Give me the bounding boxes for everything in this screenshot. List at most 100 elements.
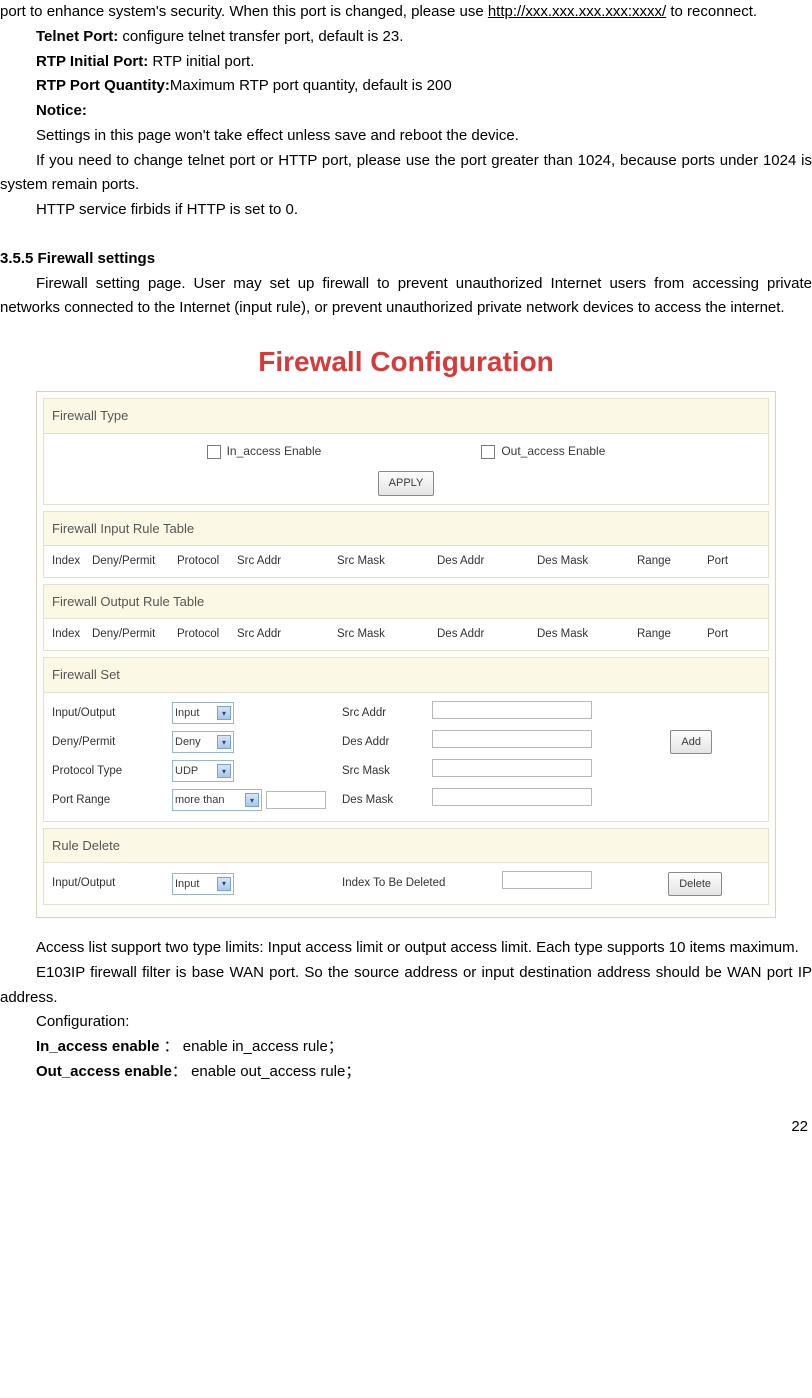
group-firewall-set: Firewall Set Input/Output Input ▾ Src Ad… — [43, 657, 769, 821]
col-src-addr: Src Addr — [237, 552, 337, 571]
input-src-addr[interactable] — [432, 701, 592, 719]
chevron-down-icon: ▾ — [217, 735, 231, 749]
def-rtp-initial: RTP Initial Port: RTP initial port. — [0, 50, 812, 75]
after-para-3: Configuration: — [0, 1010, 812, 1035]
notice-line-1: Settings in this page won't take effect … — [0, 124, 812, 149]
firewall-panel: Firewall Type In_access Enable Out_acces… — [36, 391, 776, 918]
url-link: http://xxx.xxx.xxx.xxx:xxxx/ — [488, 3, 666, 20]
col-range: Range — [637, 552, 707, 571]
chevron-down-icon: ▾ — [245, 793, 259, 807]
select-port-range[interactable]: more than ▾ — [172, 789, 262, 811]
header-rule-delete: Rule Delete — [44, 829, 768, 863]
def-out-access: Out_access enable： enable out_access rul… — [0, 1060, 812, 1085]
label-protocol-type: Protocol Type — [52, 762, 172, 781]
text-fragment: to reconnect. — [666, 3, 757, 20]
checkbox-in-access[interactable]: In_access Enable — [207, 442, 322, 462]
text-rtp-initial: RTP initial port. — [152, 53, 254, 70]
col-range: Range — [637, 625, 707, 644]
label-input-output: Input/Output — [52, 704, 172, 723]
header-output-rule: Firewall Output Rule Table — [44, 585, 768, 619]
col-des-addr: Des Addr — [437, 625, 537, 644]
col-des-mask: Des Mask — [537, 552, 637, 571]
select-value: more than — [175, 791, 225, 809]
add-button[interactable]: Add — [670, 730, 712, 754]
delete-button[interactable]: Delete — [668, 872, 722, 896]
select-input-output[interactable]: Input ▾ — [172, 702, 234, 724]
header-input-rule: Firewall Input Rule Table — [44, 512, 768, 546]
checkbox-out-access[interactable]: Out_access Enable — [481, 442, 605, 462]
select-value: Input — [175, 875, 199, 893]
label-out-access: Out_access enable — [36, 1063, 172, 1080]
def-rtp-qty: RTP Port Quantity:Maximum RTP port quant… — [0, 74, 812, 99]
chevron-down-icon: ▾ — [217, 764, 231, 778]
text-in-access: ： enable in_access rule； — [159, 1038, 342, 1055]
chevron-down-icon: ▾ — [217, 877, 231, 891]
notice-line-3: HTTP service firbids if HTTP is set to 0… — [0, 198, 812, 223]
col-des-mask: Des Mask — [537, 625, 637, 644]
text-fragment: port to enhance system's security. When … — [0, 3, 488, 20]
label-src-addr: Src Addr — [342, 704, 432, 723]
col-deny-permit: Deny/Permit — [92, 625, 177, 644]
col-src-addr: Src Addr — [237, 625, 337, 644]
label-in-access: In_access enable — [36, 1038, 159, 1055]
checkbox-icon — [207, 445, 221, 459]
para-port-security: port to enhance system's security. When … — [0, 0, 812, 25]
label-port-range: Port Range — [52, 791, 172, 810]
text-telnet-port: configure telnet transfer port, default … — [118, 28, 403, 45]
input-rule-columns: Index Deny/Permit Protocol Src Addr Src … — [44, 546, 768, 577]
col-des-addr: Des Addr — [437, 552, 537, 571]
checkbox-label: In_access Enable — [227, 442, 322, 462]
select-rd-input-output[interactable]: Input ▾ — [172, 873, 234, 895]
notice-line-2: If you need to change telnet port or HTT… — [0, 149, 812, 199]
label-rd-input-output: Input/Output — [52, 874, 172, 893]
firewall-config-screenshot: Firewall Configuration Firewall Type In_… — [36, 339, 776, 918]
page-number: 22 — [0, 1115, 812, 1140]
group-input-rule: Firewall Input Rule Table Index Deny/Per… — [43, 511, 769, 578]
label-des-mask: Des Mask — [342, 791, 432, 810]
col-protocol: Protocol — [177, 625, 237, 644]
checkbox-icon — [481, 445, 495, 459]
label-src-mask: Src Mask — [342, 762, 432, 781]
label-des-addr: Des Addr — [342, 733, 432, 752]
col-src-mask: Src Mask — [337, 625, 437, 644]
text-out-access: ： enable out_access rule； — [172, 1063, 360, 1080]
col-src-mask: Src Mask — [337, 552, 437, 571]
def-in-access: In_access enable ： enable in_access rule… — [0, 1035, 812, 1060]
col-port: Port — [707, 625, 747, 644]
group-output-rule: Firewall Output Rule Table Index Deny/Pe… — [43, 584, 769, 651]
def-notice: Notice: — [0, 99, 812, 124]
header-firewall-type: Firewall Type — [44, 399, 768, 433]
text-rtp-qty: Maximum RTP port quantity, default is 20… — [170, 77, 452, 94]
select-deny-permit[interactable]: Deny ▾ — [172, 731, 234, 753]
section-heading-firewall: 3.5.5 Firewall settings — [0, 247, 812, 272]
output-rule-columns: Index Deny/Permit Protocol Src Addr Src … — [44, 619, 768, 650]
label-notice: Notice: — [36, 102, 87, 119]
select-value: UDP — [175, 762, 198, 780]
input-des-mask[interactable] — [432, 788, 592, 806]
def-telnet-port: Telnet Port: configure telnet transfer p… — [0, 25, 812, 50]
label-index-to-delete: Index To Be Deleted — [342, 874, 502, 893]
col-index: Index — [52, 552, 92, 571]
input-src-mask[interactable] — [432, 759, 592, 777]
after-para-2: E103IP firewall filter is base WAN port.… — [0, 961, 812, 1011]
label-rtp-qty: RTP Port Quantity: — [36, 77, 170, 94]
select-protocol-type[interactable]: UDP ▾ — [172, 760, 234, 782]
input-des-addr[interactable] — [432, 730, 592, 748]
label-rtp-initial: RTP Initial Port: — [36, 53, 152, 70]
apply-button[interactable]: APPLY — [378, 471, 435, 495]
screenshot-title: Firewall Configuration — [36, 339, 776, 385]
select-value: Deny — [175, 733, 201, 751]
header-firewall-set: Firewall Set — [44, 658, 768, 692]
section-para-firewall: Firewall setting page. User may set up f… — [0, 272, 812, 322]
group-firewall-type: Firewall Type In_access Enable Out_acces… — [43, 398, 769, 504]
col-index: Index — [52, 625, 92, 644]
chevron-down-icon: ▾ — [217, 706, 231, 720]
label-deny-permit: Deny/Permit — [52, 733, 172, 752]
col-deny-permit: Deny/Permit — [92, 552, 177, 571]
input-port-range-value[interactable] — [266, 791, 326, 809]
col-port: Port — [707, 552, 747, 571]
col-protocol: Protocol — [177, 552, 237, 571]
input-index-to-delete[interactable] — [502, 871, 592, 889]
group-rule-delete: Rule Delete Input/Output Input ▾ Index T… — [43, 828, 769, 905]
select-value: Input — [175, 704, 199, 722]
